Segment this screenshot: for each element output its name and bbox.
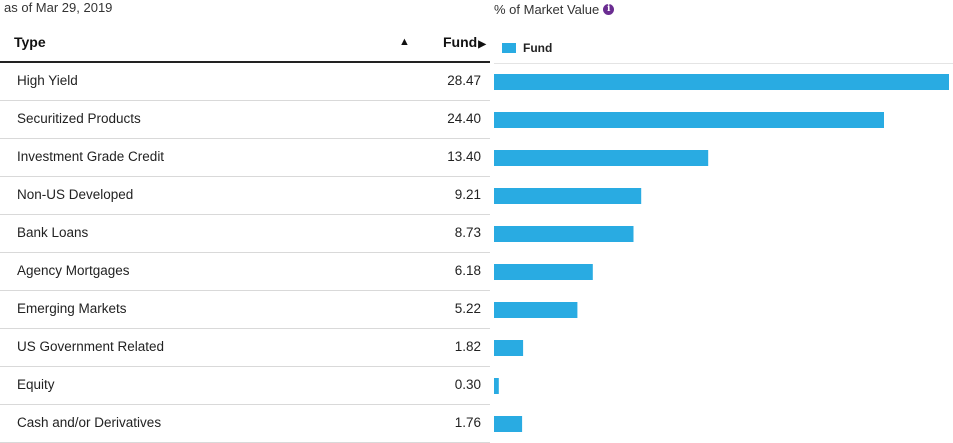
table-row: Bank Loans 8.73 xyxy=(0,215,490,253)
category-label: Bank Loans xyxy=(17,225,89,240)
value-label: 0.30 xyxy=(454,377,481,392)
column-header-fund[interactable]: Fund▶ xyxy=(443,34,486,50)
chart-divider xyxy=(494,63,953,64)
value-label: 5.22 xyxy=(454,301,481,316)
value-label: 28.47 xyxy=(447,73,481,88)
bar-fund[interactable] xyxy=(494,150,709,166)
arrow-right-icon: ▶ xyxy=(478,39,486,50)
legend: Fund xyxy=(502,41,552,55)
bar-fund[interactable] xyxy=(494,264,593,280)
category-label: Securitized Products xyxy=(17,111,141,126)
bar-fund[interactable] xyxy=(494,378,499,394)
value-label: 24.40 xyxy=(447,111,481,126)
category-label: Non-US Developed xyxy=(17,187,134,202)
sort-ascending-icon[interactable]: ▲ xyxy=(399,36,410,48)
bar-fund[interactable] xyxy=(494,112,884,128)
value-label: 1.82 xyxy=(454,339,481,354)
table-row: Agency Mortgages 6.18 xyxy=(0,253,490,291)
value-label: 1.76 xyxy=(454,415,481,430)
column-header-type[interactable]: Type xyxy=(14,34,46,50)
value-label: 9.21 xyxy=(454,187,481,202)
legend-swatch-fund xyxy=(502,43,516,53)
bar-fund[interactable] xyxy=(494,226,634,242)
as-of-date: as of Mar 29, 2019 xyxy=(4,0,113,15)
bar-fund[interactable] xyxy=(494,188,642,204)
category-label: Investment Grade Credit xyxy=(17,149,165,164)
bar-fund[interactable] xyxy=(494,416,523,432)
table-row: US Government Related 1.82 xyxy=(0,329,490,367)
value-label: 8.73 xyxy=(454,225,481,240)
table-body: High Yield 28.47 Securitized Products 24.40… xyxy=(0,63,490,443)
category-label: Cash and/or Derivatives xyxy=(17,415,162,430)
table-row: High Yield 28.47 xyxy=(0,63,490,101)
legend-label-fund: Fund xyxy=(523,41,553,55)
table-row: Emerging Markets 5.22 xyxy=(0,291,490,329)
value-label: 6.18 xyxy=(454,263,481,278)
category-label: Agency Mortgages xyxy=(17,263,130,278)
table-row: Non-US Developed 9.21 xyxy=(0,177,490,215)
table-row: Investment Grade Credit 13.40 xyxy=(0,139,490,177)
category-label: High Yield xyxy=(17,73,78,88)
table-row: Equity 0.30 xyxy=(0,367,490,405)
category-label: Emerging Markets xyxy=(17,301,127,316)
column-header-fund-label: Fund xyxy=(443,34,478,50)
table-header: Type ▲ Fund▶ xyxy=(0,28,490,63)
category-label: Equity xyxy=(17,377,55,392)
info-icon[interactable]: i xyxy=(603,4,615,15)
category-label: US Government Related xyxy=(17,339,165,354)
chart-title: % of Market Value i xyxy=(494,2,615,17)
table-row: Securitized Products 24.40 xyxy=(0,101,490,139)
chart-title-text: % of Market Value xyxy=(494,2,600,17)
bar-fund[interactable] xyxy=(494,302,578,318)
bar-fund[interactable] xyxy=(494,74,949,90)
value-label: 13.40 xyxy=(447,149,481,164)
bar-fund[interactable] xyxy=(494,340,524,356)
